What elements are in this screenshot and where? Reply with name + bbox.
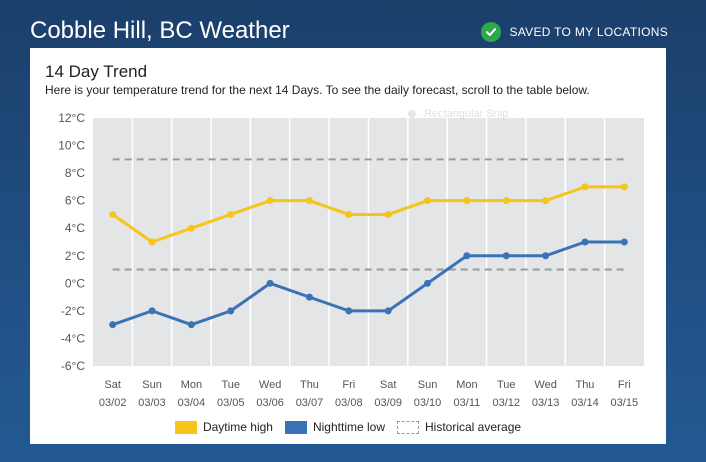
y-tick-label: 2°C xyxy=(65,249,85,263)
saved-to-locations-button[interactable]: SAVED TO MY LOCATIONS xyxy=(481,22,668,42)
x-tick-date-label: 03/06 xyxy=(256,397,284,409)
data-point-nighttime-low xyxy=(384,307,392,315)
data-point-nighttime-low xyxy=(542,252,550,260)
legend-swatch-nighttime-low xyxy=(284,420,307,434)
temperature-chart: 12°C 10°C 8°C 6°C 4°C 2°C 0°C -2°C -4°C -6°C Sat 03… xyxy=(58,111,644,409)
x-tick-date-label: 03/03 xyxy=(138,397,166,409)
y-tick-label: 6°C xyxy=(65,194,85,208)
x-tick-day-label: Fri xyxy=(618,379,631,391)
data-point-daytime-high xyxy=(305,197,313,205)
series-line-daytime-high xyxy=(111,185,625,244)
x-tick-date-label: 03/04 xyxy=(178,397,206,409)
y-tick-label: 12°C xyxy=(58,111,85,125)
data-point-nighttime-low xyxy=(227,307,235,315)
data-point-daytime-high xyxy=(345,210,353,218)
data-point-daytime-high xyxy=(384,210,392,218)
x-tick-day-label: Sat xyxy=(104,379,121,391)
trend-card: 14 Day Trend Here is your temperature tr… xyxy=(30,48,666,444)
legend-item-historical-average[interactable]: Historical average xyxy=(397,420,521,434)
card-title: 14 Day Trend xyxy=(45,62,148,81)
data-point-nighttime-low xyxy=(148,307,156,315)
x-tick-day-label: Wed xyxy=(259,379,281,391)
data-point-daytime-high xyxy=(266,197,274,205)
data-point-nighttime-low xyxy=(187,321,195,329)
data-point-daytime-high xyxy=(424,197,432,205)
x-tick-day-label: Thu xyxy=(300,379,319,391)
x-tick-date-label: 03/15 xyxy=(611,397,639,409)
data-point-nighttime-low xyxy=(305,293,313,301)
saved-label: SAVED TO MY LOCATIONS xyxy=(509,25,668,39)
x-tick-date-label: 03/09 xyxy=(374,397,402,409)
data-point-daytime-high xyxy=(227,210,235,218)
y-tick-label: 0°C xyxy=(65,276,85,290)
x-tick-day-label: Wed xyxy=(534,379,556,391)
y-tick-label: 8°C xyxy=(65,166,85,180)
x-tick-day-label: Tue xyxy=(497,379,516,391)
x-tick-day-label: Sun xyxy=(142,379,162,391)
x-tick-date-label: 03/14 xyxy=(571,397,599,409)
y-tick-label: -6°C xyxy=(61,359,85,373)
data-point-nighttime-low xyxy=(581,238,589,246)
chart-legend: Daytime high Nighttime low Historical av… xyxy=(30,420,666,434)
y-tick-label: 4°C xyxy=(65,221,85,235)
data-point-daytime-high xyxy=(581,183,589,191)
data-point-daytime-high xyxy=(187,224,195,232)
page-header: Cobble Hill, BC Weather SAVED TO MY LOCA… xyxy=(0,0,706,48)
series-line-nighttime-low xyxy=(112,240,625,327)
y-tick-label: 10°C xyxy=(58,139,85,153)
x-tick-day-label: Sat xyxy=(380,379,397,391)
x-tick-date-label: 03/05 xyxy=(217,397,245,409)
x-tick-date-label: 03/10 xyxy=(414,397,442,409)
legend-swatch-daytime-high xyxy=(174,420,197,434)
x-tick-date-label: 03/08 xyxy=(335,397,363,409)
legend-swatch-historical-average xyxy=(397,420,419,434)
data-point-daytime-high xyxy=(542,197,550,205)
legend-item-daytime-high[interactable]: Daytime high xyxy=(174,420,273,434)
data-point-nighttime-low xyxy=(345,307,353,315)
x-tick-day-label: Mon xyxy=(181,379,202,391)
data-point-daytime-high xyxy=(463,197,471,205)
data-point-nighttime-low xyxy=(109,321,117,329)
x-tick-date-label: 03/07 xyxy=(296,397,324,409)
x-tick-date-label: 03/13 xyxy=(532,397,560,409)
data-point-nighttime-low xyxy=(424,279,432,287)
x-tick-day-label: Tue xyxy=(221,379,240,391)
x-tick-date-label: 03/11 xyxy=(454,397,481,409)
data-point-daytime-high xyxy=(148,238,156,246)
x-tick-day-label: Thu xyxy=(575,379,594,391)
page-title: Cobble Hill, BC Weather xyxy=(30,17,290,44)
y-tick-label: -4°C xyxy=(61,331,85,345)
data-point-nighttime-low xyxy=(266,279,274,287)
checkmark-icon xyxy=(481,22,502,42)
card-description: Here is your temperature trend for the n… xyxy=(45,83,590,97)
x-tick-date-label: 03/02 xyxy=(99,397,127,409)
legend-label: Historical average xyxy=(425,420,522,434)
y-tick-label: -2°C xyxy=(61,304,85,318)
x-tick-day-label: Sun xyxy=(418,379,438,391)
data-point-daytime-high xyxy=(620,183,628,191)
data-point-nighttime-low xyxy=(620,238,628,246)
x-tick-day-label: Fri xyxy=(342,379,355,391)
legend-label: Daytime high xyxy=(202,420,273,434)
data-point-daytime-high xyxy=(502,197,510,205)
data-point-daytime-high xyxy=(109,210,117,218)
legend-label: Nighttime low xyxy=(312,420,385,434)
data-point-nighttime-low xyxy=(463,252,471,260)
x-tick-day-label: Mon xyxy=(456,379,477,391)
x-tick-date-label: 03/12 xyxy=(492,397,520,409)
data-point-nighttime-low xyxy=(502,252,510,260)
legend-item-nighttime-low[interactable]: Nighttime low xyxy=(284,420,385,434)
